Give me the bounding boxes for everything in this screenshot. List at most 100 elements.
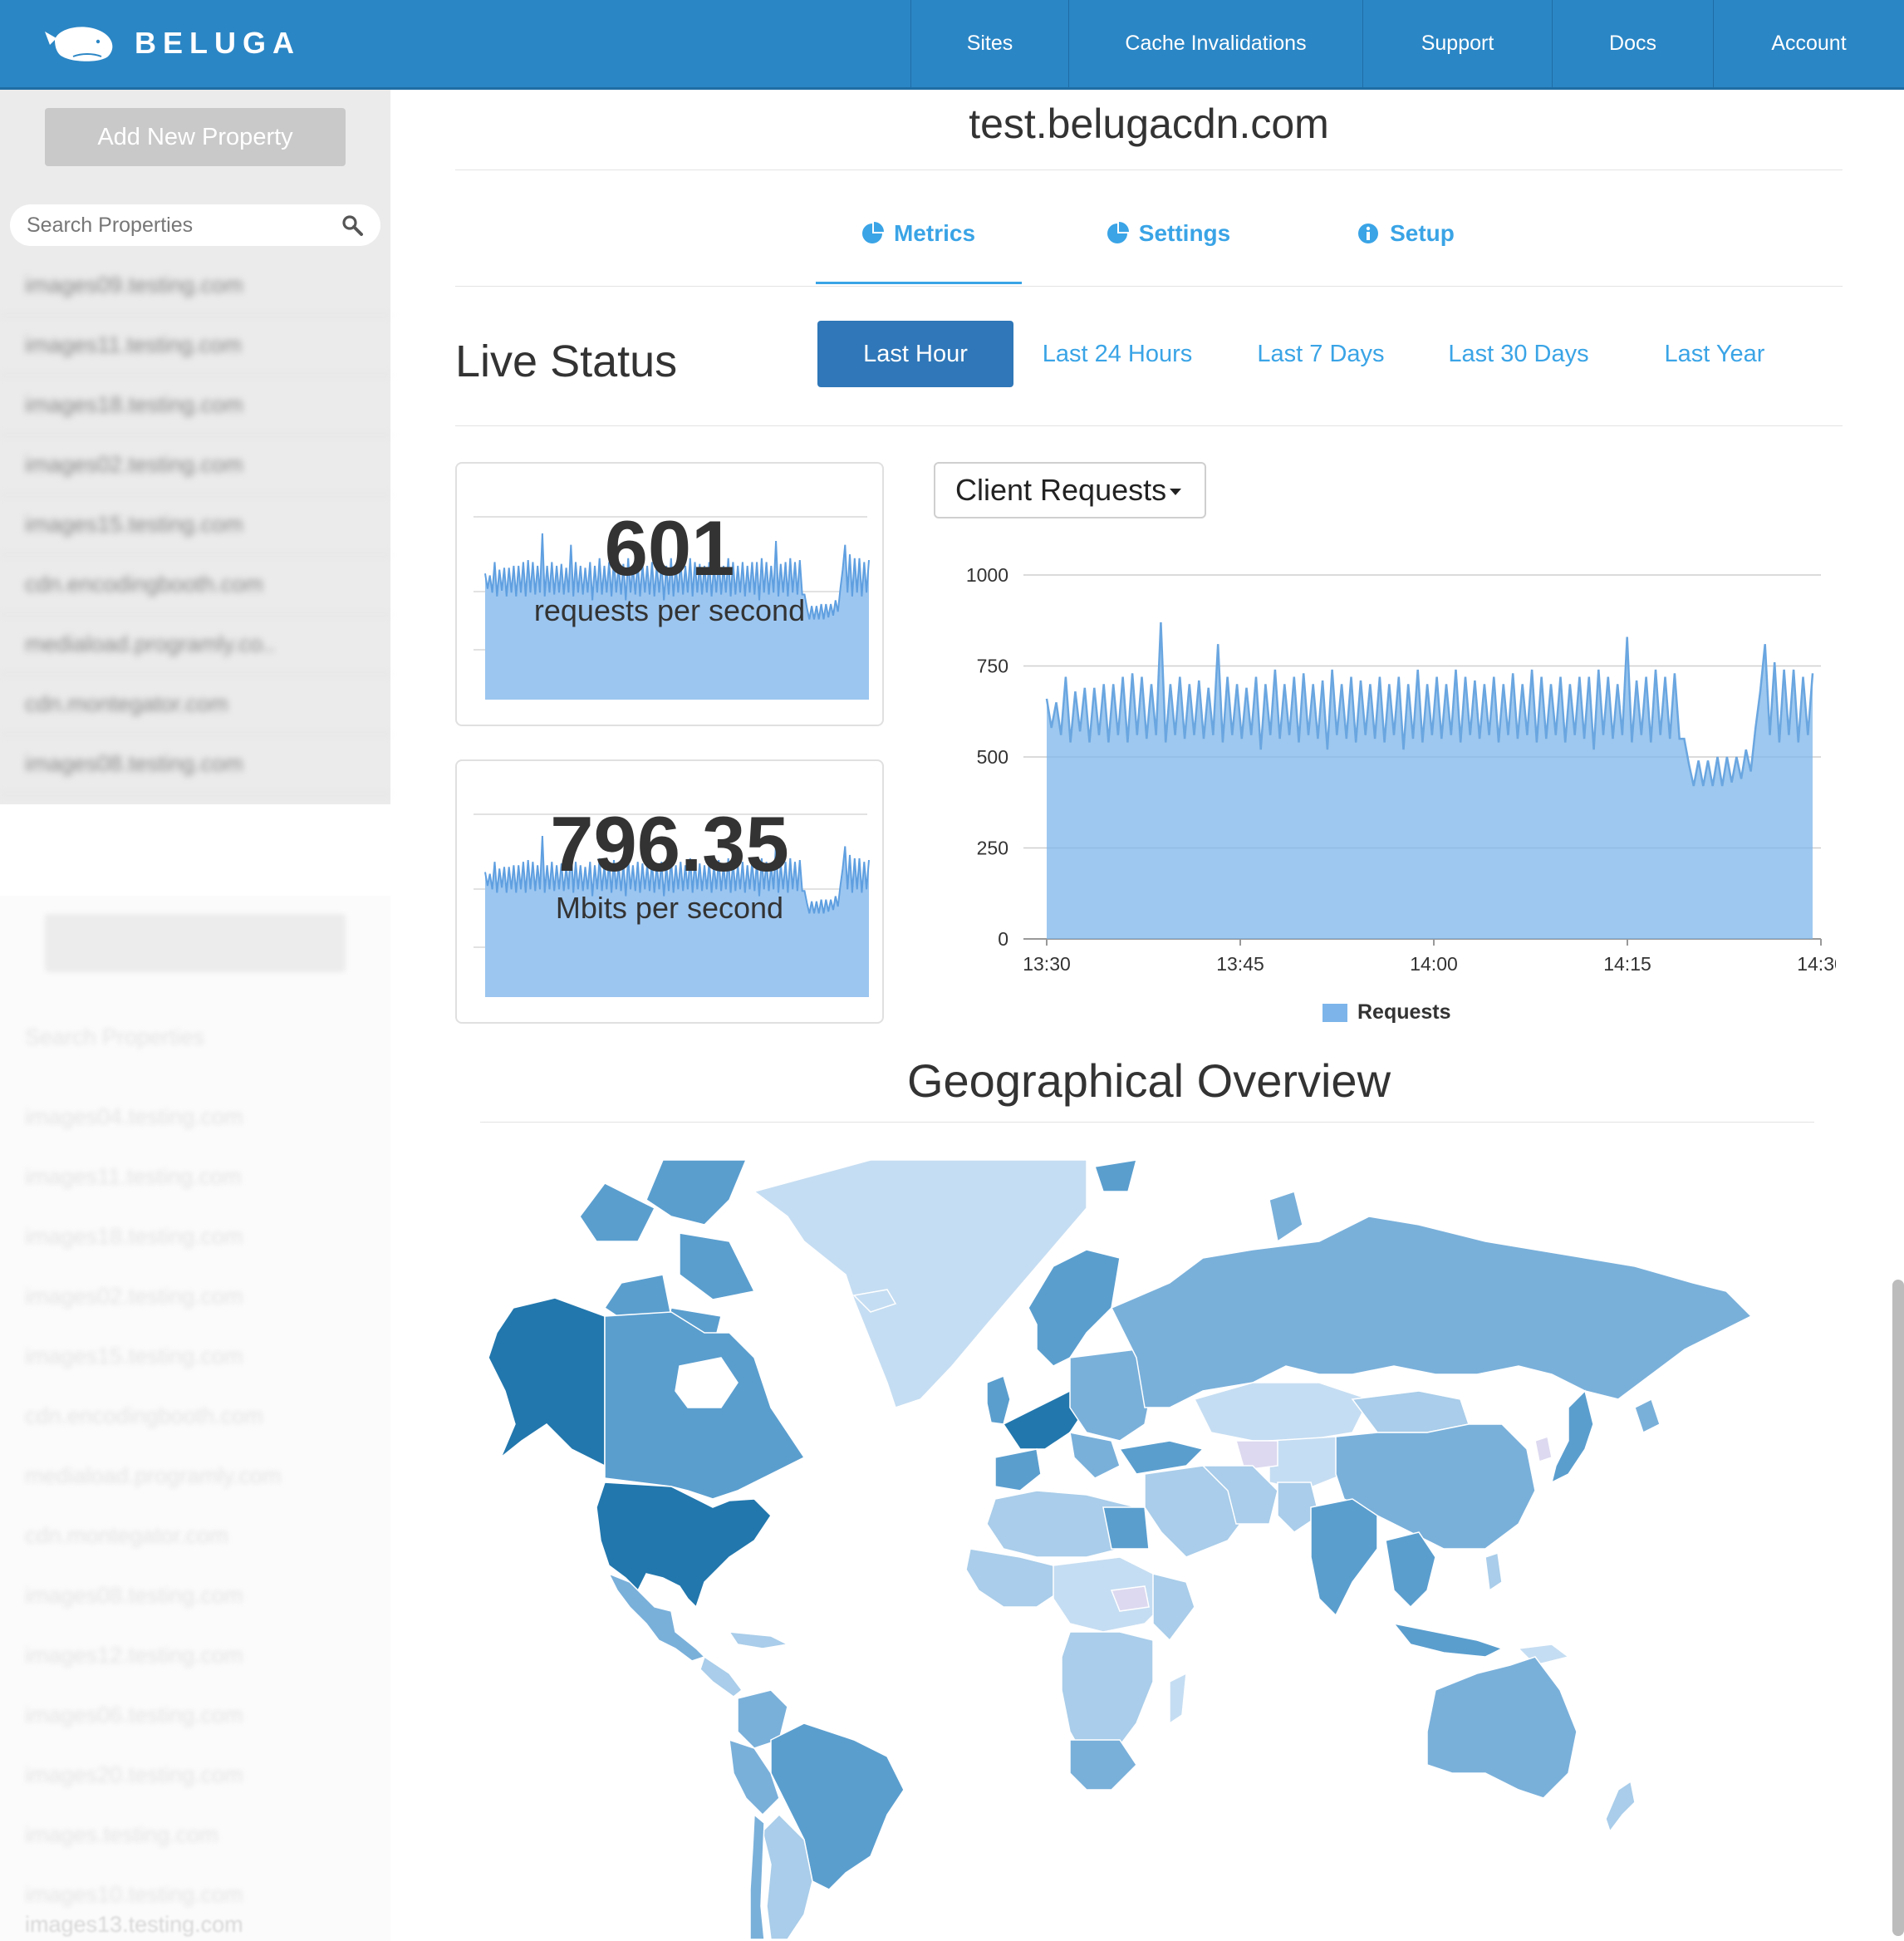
region-new-zealand[interactable] <box>1605 1780 1636 1833</box>
region-argentina[interactable] <box>762 1813 813 1940</box>
region-russia[interactable] <box>1110 1216 1753 1408</box>
page-scrollbar[interactable] <box>1892 1280 1904 1936</box>
region-central-asia[interactable] <box>1269 1436 1345 1491</box>
range-last-24-hours[interactable]: Last 24 Hours <box>1042 340 1193 367</box>
region-chile[interactable] <box>749 1813 765 1940</box>
y-tick-label: 500 <box>977 746 1008 768</box>
region-mongolia[interactable] <box>1351 1390 1470 1433</box>
region-canada-islands[interactable] <box>679 1232 756 1300</box>
property-list: images09.testing.com images11.testing.co… <box>0 256 390 794</box>
region-canada-islands[interactable] <box>579 1182 656 1242</box>
region-caribbean[interactable] <box>728 1631 790 1649</box>
property-item[interactable]: images08.testing.com <box>0 735 390 794</box>
region-sakhalin[interactable] <box>1634 1398 1661 1434</box>
ghost-item: images20.testing.com <box>25 1762 243 1787</box>
nav-cache-invalidations[interactable]: Cache Invalidations <box>1068 0 1362 87</box>
region-southeast-asia[interactable] <box>1385 1531 1436 1609</box>
region-egypt[interactable] <box>1102 1506 1150 1550</box>
region-greenland[interactable] <box>753 1159 1087 1408</box>
region-alaska[interactable] <box>488 1297 606 1467</box>
region-indonesia[interactable] <box>1392 1622 1504 1658</box>
property-item[interactable]: images15.testing.com <box>0 495 390 555</box>
add-new-property-button[interactable]: Add New Property <box>45 108 346 166</box>
chart-legend[interactable]: Requests <box>1322 1000 1451 1025</box>
region-hudson-bay[interactable] <box>675 1357 739 1408</box>
x-tick-label: 13:45 <box>1216 953 1264 975</box>
region-australia[interactable] <box>1426 1656 1578 1799</box>
property-item[interactable]: mediaload.programly.co.. <box>0 615 390 675</box>
region-central-america[interactable] <box>699 1655 743 1698</box>
property-item[interactable]: cdn.montegator.com <box>0 675 390 735</box>
region-east-africa[interactable] <box>1152 1573 1195 1642</box>
logo[interactable]: BELUGA <box>40 20 301 66</box>
requests-sparkline <box>474 516 870 700</box>
region-turkmenistan[interactable] <box>1235 1440 1278 1471</box>
region-pakistan[interactable] <box>1277 1482 1320 1533</box>
range-last-year[interactable]: Last Year <box>1664 340 1765 367</box>
tab-label: Metrics <box>893 220 976 246</box>
property-item[interactable]: cdn.encodingbooth.com <box>0 555 390 615</box>
search-icon[interactable] <box>341 214 364 237</box>
ghost-item: images10.testing.com <box>25 1881 243 1907</box>
tab-setup[interactable]: Setup <box>1314 213 1497 254</box>
region-brazil[interactable] <box>770 1722 905 1890</box>
ghost-item: images08.testing.com <box>25 1582 243 1608</box>
property-item[interactable]: images02.testing.com <box>0 435 390 495</box>
region-kazakhstan[interactable] <box>1193 1382 1371 1442</box>
nav-account[interactable]: Account <box>1713 0 1904 87</box>
region-madagascar[interactable] <box>1169 1672 1187 1725</box>
region-canada-islands[interactable] <box>645 1159 748 1226</box>
metric-dropdown[interactable]: Client Requests <box>934 462 1206 518</box>
region-iran[interactable] <box>1201 1465 1278 1525</box>
range-last-30-days[interactable]: Last 30 Days <box>1448 340 1589 367</box>
property-item[interactable]: images18.testing.com <box>0 376 390 435</box>
nav-support[interactable]: Support <box>1362 0 1552 87</box>
legend-swatch <box>1322 1003 1347 1022</box>
top-navbar: BELUGA Sites Cache Invalidations Support… <box>0 0 1904 90</box>
region-korea[interactable] <box>1534 1436 1553 1462</box>
pie-chart-icon <box>861 222 884 243</box>
region-iceland[interactable] <box>852 1289 897 1313</box>
search-properties-input[interactable] <box>27 213 341 238</box>
site-title: test.belugacdn.com <box>969 101 1329 147</box>
ghost-item: cdn.montegator.com <box>25 1522 228 1548</box>
tab-metrics[interactable]: Metrics <box>814 213 1022 254</box>
region-uk[interactable] <box>986 1374 1011 1425</box>
pie-chart-icon <box>1107 222 1129 243</box>
region-south-sudan[interactable] <box>1110 1585 1150 1612</box>
range-last-hour[interactable]: Last Hour <box>817 321 1013 387</box>
region-spain[interactable] <box>994 1448 1042 1491</box>
region-turkey[interactable] <box>1118 1440 1205 1475</box>
x-tick-label: 14:00 <box>1410 953 1458 975</box>
range-last-7-days[interactable]: Last 7 Days <box>1257 340 1385 367</box>
ghost-item: images11.testing.com <box>25 1163 242 1189</box>
region-balkans[interactable] <box>1069 1432 1121 1479</box>
property-item-last[interactable]: images13.testing.com <box>25 1912 243 1937</box>
region-central-africa[interactable] <box>1053 1556 1170 1633</box>
x-tick-label: 14:15 <box>1603 953 1651 975</box>
requests-line <box>1045 622 1814 787</box>
bandwidth-label: Mbits per second <box>555 891 784 925</box>
property-item[interactable]: images11.testing.com <box>0 316 390 376</box>
region-west-africa[interactable] <box>965 1548 1062 1608</box>
region-peru[interactable] <box>729 1738 780 1816</box>
region-philippines[interactable] <box>1484 1552 1503 1592</box>
region-svalbard[interactable] <box>1094 1159 1138 1192</box>
divider <box>455 425 1843 426</box>
region-scandinavia[interactable] <box>1028 1249 1121 1367</box>
nav-sites[interactable]: Sites <box>910 0 1068 87</box>
region-novaya-zemlya[interactable] <box>1269 1191 1303 1243</box>
property-item[interactable]: images09.testing.com <box>0 256 390 316</box>
tab-settings[interactable]: Settings <box>1022 213 1314 254</box>
region-south-africa[interactable] <box>1069 1739 1137 1791</box>
x-tick-label: 14:30 <box>1797 953 1836 975</box>
y-tick-label: 750 <box>977 656 1008 677</box>
ghost-item: images18.testing.com <box>25 1223 243 1249</box>
region-india[interactable] <box>1310 1498 1378 1617</box>
region-usa[interactable] <box>596 1482 772 1609</box>
ghost-list: Search Properties images04.testing.com i… <box>0 987 390 1924</box>
nav-docs[interactable]: Docs <box>1552 0 1713 87</box>
sidebar-ghost-panel: Search Properties images04.testing.com i… <box>0 896 390 1941</box>
region-japan[interactable] <box>1550 1389 1594 1484</box>
world-map <box>488 1159 1753 1940</box>
